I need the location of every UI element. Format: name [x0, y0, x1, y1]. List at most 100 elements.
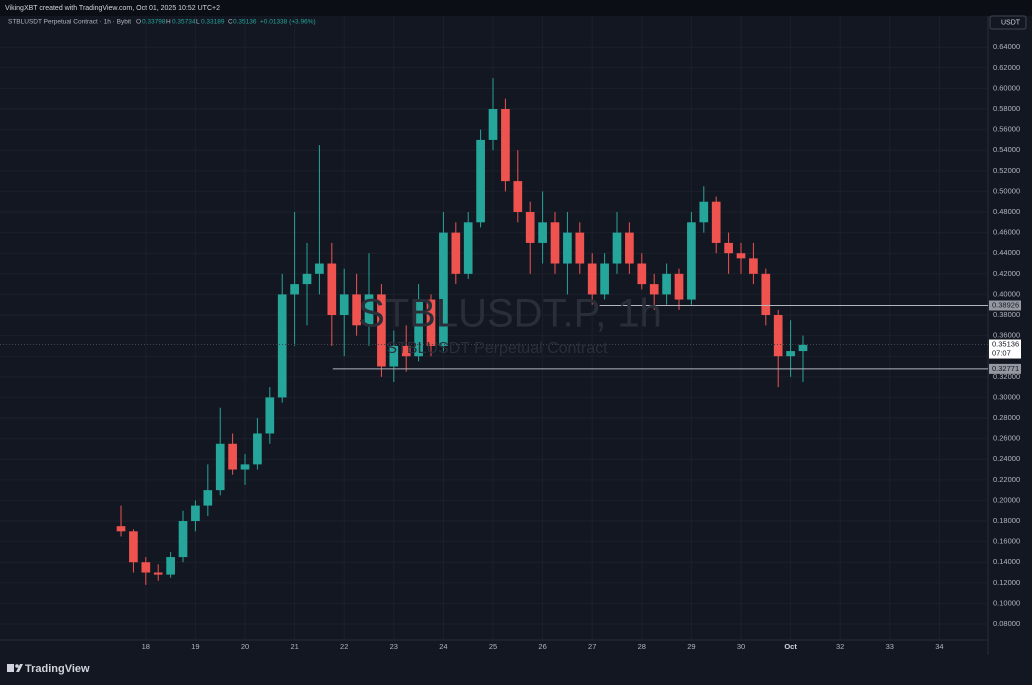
x-tick-label: 21 — [290, 642, 298, 651]
x-tick-label: 18 — [142, 642, 150, 651]
header: VikingXBT created with TradingView.com, … — [5, 5, 220, 12]
legend-change: +0.01338 (+3.96%) — [260, 19, 316, 26]
y-tick-label: 0.22000 — [993, 475, 1020, 484]
candle-body — [178, 521, 188, 558]
x-tick-label: 30 — [737, 642, 745, 651]
candle-body — [687, 222, 696, 300]
candle-body — [240, 464, 250, 470]
y-tick-label: 0.58000 — [993, 104, 1020, 113]
candle-body — [773, 315, 783, 357]
candle-body — [724, 242, 733, 254]
candle-body — [761, 273, 771, 316]
candle-body — [439, 232, 448, 346]
candle-body — [488, 109, 498, 140]
y-tick-label: 0.46000 — [993, 228, 1020, 237]
candle-body — [662, 273, 671, 295]
x-tick-label: 32 — [836, 642, 844, 651]
logo-mark — [16, 664, 23, 672]
candle-body — [575, 232, 585, 264]
candle-body — [786, 351, 795, 357]
y-tick-label: 0.38000 — [993, 310, 1020, 319]
brand-logo: TradingView — [7, 663, 90, 675]
y-tick-label: 0.32000 — [993, 372, 1020, 381]
x-tick-label: 24 — [439, 642, 447, 651]
legend-c-value: 0.35136 — [233, 19, 257, 26]
candle-body — [327, 263, 337, 316]
legend-l-value: 0.33189 — [201, 19, 225, 26]
last-price: 0.35136 — [992, 340, 1019, 349]
watermark: STBLUSDT.P, 1h STBLUSDT Perpetual Contra… — [358, 292, 662, 358]
candle-body — [315, 263, 324, 274]
y-tick-label: 0.12000 — [993, 578, 1020, 587]
y-tick-label: 0.20000 — [993, 495, 1020, 504]
candle-body — [625, 232, 634, 264]
candle-body — [302, 273, 312, 285]
candle-body — [339, 294, 349, 316]
y-tick-label: 0.24000 — [993, 454, 1020, 463]
candle-body — [414, 299, 423, 357]
y-tick-label: 0.16000 — [993, 537, 1020, 546]
y-tick-label: 0.44000 — [993, 248, 1020, 257]
candle-body — [513, 181, 523, 213]
legend: STBLUSDT Perpetual Contract · 1h · Bybit… — [8, 19, 316, 26]
y-tick-label: 0.26000 — [993, 434, 1020, 443]
x-tick-label: 22 — [340, 642, 348, 651]
currency-button[interactable] — [989, 15, 1027, 30]
candle-body — [277, 294, 287, 398]
candle-body — [501, 109, 510, 182]
y-tick-label: 0.54000 — [993, 145, 1020, 154]
candle-body — [116, 526, 126, 532]
x-tick-label: 33 — [886, 642, 894, 651]
legend-l: L — [196, 19, 200, 26]
y-tick-label: 0.10000 — [993, 598, 1020, 607]
watermark-ticker: STBLUSDT.P, 1h — [358, 292, 662, 336]
legend-o: O — [136, 19, 141, 26]
y-tick-label: 0.52000 — [993, 166, 1020, 175]
x-tick-label: 20 — [241, 642, 249, 651]
legend-h: H — [166, 19, 171, 26]
candle-body — [600, 263, 609, 295]
level-label-bg — [989, 363, 1021, 374]
y-tick-label: 0.36000 — [993, 331, 1020, 340]
candle-body — [451, 232, 461, 274]
candle-body — [525, 212, 535, 243]
candle-body — [637, 263, 647, 285]
legend-h-value: 0.35734 — [172, 19, 196, 26]
candle-body — [166, 557, 175, 575]
y-tick-label: 0.56000 — [993, 125, 1020, 134]
candle-body — [476, 139, 485, 223]
candle-body — [749, 258, 758, 274]
candle-body — [290, 284, 299, 295]
candle-body — [649, 284, 659, 295]
candle-body — [426, 299, 436, 346]
candle-body — [674, 273, 684, 300]
y-tick-label: 0.48000 — [993, 207, 1020, 216]
candle-body — [463, 222, 473, 274]
currency[interactable]: USDT — [1001, 19, 1021, 26]
x-tick-label: 19 — [191, 642, 199, 651]
level-label: 0.38926 — [992, 300, 1019, 309]
candle-body — [352, 294, 361, 326]
candle-body — [153, 572, 163, 575]
y-tick-label: 0.50000 — [993, 186, 1020, 195]
candle-body — [215, 443, 225, 491]
y-tick-label: 0.14000 — [993, 557, 1020, 566]
y-tick-label: 0.60000 — [993, 83, 1020, 92]
candle-body — [253, 433, 262, 465]
x-tick-label: Oct — [784, 642, 797, 651]
countdown: 07:07 — [992, 349, 1011, 358]
plot — [0, 16, 988, 640]
y-tick-label: 0.30000 — [993, 392, 1020, 401]
candle-body — [141, 562, 151, 573]
x-tick-label: 29 — [687, 642, 695, 651]
candle-body — [389, 345, 399, 367]
candle-body — [265, 397, 275, 434]
logo-mark — [7, 664, 14, 672]
candle-body — [699, 201, 709, 223]
candle-body — [364, 294, 374, 326]
candle-body — [587, 263, 597, 295]
candle-body — [401, 345, 411, 357]
y-tick-label: 0.62000 — [993, 63, 1020, 72]
watermark-name: STBLUSDT Perpetual Contract — [386, 340, 608, 357]
